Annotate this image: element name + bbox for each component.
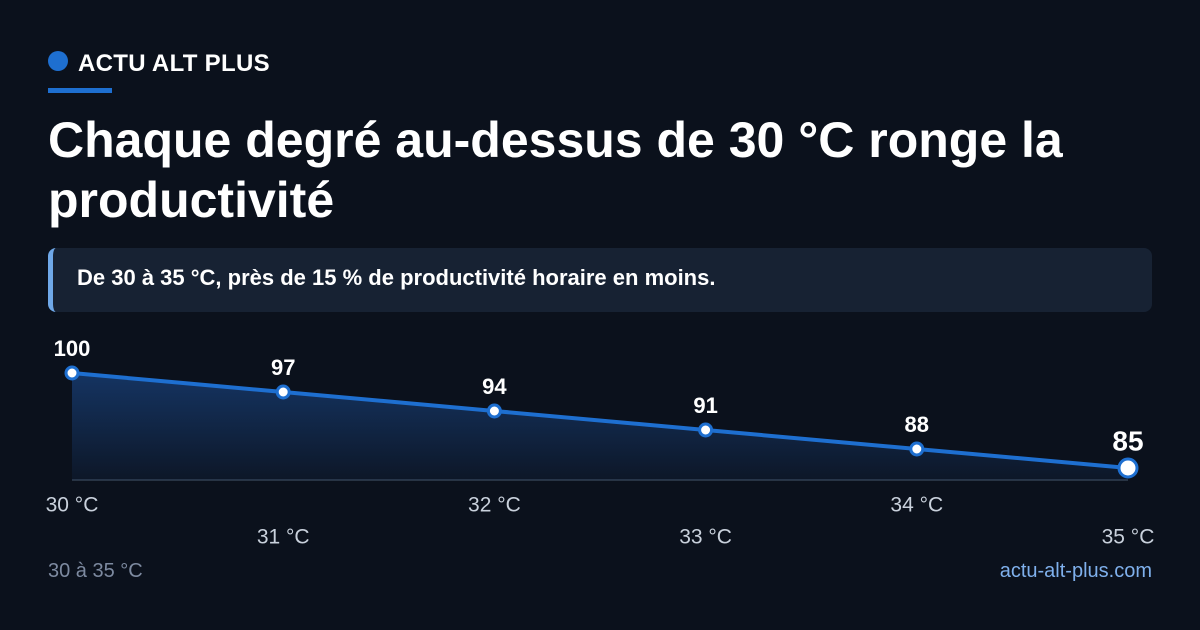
brand: ACTU ALT PLUS	[78, 50, 270, 77]
value-label: 88	[905, 412, 929, 437]
value-label: 94	[482, 374, 507, 399]
point	[909, 441, 925, 457]
point	[1117, 457, 1139, 479]
value-label: 97	[271, 355, 295, 380]
x-tick-label: 30 °C	[46, 494, 99, 517]
chart-title: Chaque degré au-dessus de 30 °C ronge la…	[48, 112, 1063, 228]
point	[275, 384, 291, 400]
brand-dot	[48, 51, 68, 71]
x-tick-label: 32 °C	[468, 494, 521, 517]
point	[698, 422, 714, 438]
value-label: 91	[693, 393, 717, 418]
point	[486, 403, 502, 419]
footer-right: actu-alt-plus.com	[999, 560, 1152, 582]
value-label: 85	[1112, 425, 1143, 456]
point	[64, 365, 80, 381]
footer-left: 30 à 35 °C	[48, 560, 143, 582]
x-tick-label: 31 °C	[257, 526, 310, 549]
x-tick-label: 35 °C	[1102, 526, 1155, 549]
value-label: 100	[54, 336, 91, 361]
x-tick-label: 34 °C	[890, 494, 943, 517]
brand-rule	[48, 88, 112, 93]
area	[72, 373, 1128, 480]
x-tick-label: 33 °C	[679, 526, 732, 549]
chart-subtitle: De 30 à 35 °C, près de 15 % de productiv…	[48, 248, 1152, 312]
line	[71, 371, 1129, 470]
